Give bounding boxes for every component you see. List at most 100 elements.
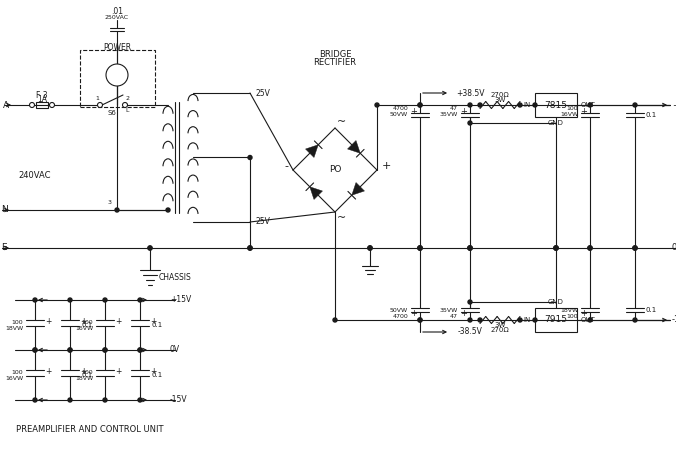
Text: 18VW: 18VW [5, 326, 23, 331]
Text: E: E [1, 243, 7, 253]
Text: 18VW: 18VW [75, 377, 93, 382]
Circle shape [68, 348, 72, 352]
Circle shape [138, 348, 142, 352]
Text: +: + [150, 366, 156, 376]
Circle shape [248, 246, 252, 250]
Circle shape [418, 103, 422, 107]
Circle shape [633, 103, 637, 107]
Text: +: + [460, 309, 467, 319]
Circle shape [103, 348, 107, 352]
Circle shape [106, 64, 128, 86]
Text: GND: GND [548, 299, 564, 305]
Text: BRIDGE: BRIDGE [319, 51, 352, 59]
Circle shape [418, 318, 422, 322]
Text: 2: 2 [125, 95, 129, 100]
Text: +: + [115, 366, 122, 376]
Circle shape [518, 103, 522, 107]
Text: 50VW: 50VW [390, 112, 408, 118]
Polygon shape [352, 183, 364, 195]
Text: 7915: 7915 [544, 315, 567, 325]
Text: 270Ω: 270Ω [491, 92, 510, 98]
Circle shape [418, 103, 422, 107]
Circle shape [518, 318, 522, 322]
Text: 18VW: 18VW [560, 307, 578, 313]
Polygon shape [347, 141, 360, 153]
Text: +: + [80, 366, 87, 376]
Circle shape [33, 348, 37, 352]
Text: +: + [150, 317, 156, 325]
Bar [36, 102, 48, 108]
Text: +: + [580, 309, 587, 319]
Circle shape [30, 102, 34, 107]
Text: 100: 100 [81, 319, 93, 325]
Text: GND: GND [548, 120, 564, 126]
Text: 0V: 0V [170, 345, 180, 355]
Circle shape [633, 318, 637, 322]
Text: +: + [410, 106, 417, 116]
Text: 16VW: 16VW [75, 326, 93, 331]
Text: 270Ω: 270Ω [491, 327, 510, 333]
Circle shape [103, 298, 107, 302]
Text: 3W: 3W [494, 322, 506, 328]
Circle shape [248, 155, 252, 160]
Circle shape [68, 398, 72, 402]
Text: -38.5V: -38.5V [458, 327, 483, 337]
Circle shape [138, 398, 142, 402]
Circle shape [368, 246, 372, 250]
Text: IN: IN [524, 102, 531, 108]
Text: 250VAC: 250VAC [105, 16, 129, 20]
Circle shape [248, 246, 252, 250]
Text: +: + [115, 317, 122, 325]
Circle shape [122, 102, 128, 107]
Circle shape [633, 246, 637, 250]
Text: 0.1: 0.1 [152, 322, 163, 328]
Text: 7815: 7815 [544, 100, 567, 110]
Text: 0V: 0V [672, 243, 676, 253]
Text: 100: 100 [11, 319, 23, 325]
Circle shape [138, 348, 142, 352]
Circle shape [418, 246, 422, 250]
Text: +15V: +15V [170, 296, 191, 305]
Circle shape [633, 246, 637, 250]
Circle shape [468, 318, 472, 322]
Circle shape [68, 298, 72, 302]
Text: 47: 47 [450, 106, 458, 112]
Circle shape [588, 246, 592, 250]
Circle shape [554, 246, 558, 250]
Text: 100: 100 [566, 313, 578, 319]
Text: 240VAC: 240VAC [18, 171, 51, 179]
Text: 35VW: 35VW [440, 112, 458, 118]
Circle shape [68, 348, 72, 352]
Text: PO: PO [329, 165, 341, 175]
Text: RECTIFIER: RECTIFIER [314, 59, 356, 67]
Text: S6: S6 [107, 110, 116, 116]
Text: 100: 100 [11, 370, 23, 374]
Circle shape [468, 246, 472, 250]
Circle shape [333, 318, 337, 322]
Text: 3W: 3W [494, 97, 506, 103]
Text: 16VW: 16VW [560, 112, 578, 118]
Text: +15V: +15V [672, 100, 676, 110]
Text: 4700: 4700 [392, 106, 408, 112]
Circle shape [468, 121, 472, 125]
Text: .01: .01 [111, 7, 123, 17]
Circle shape [554, 246, 558, 250]
Text: +: + [580, 106, 587, 116]
Bar [535, 308, 577, 332]
Circle shape [375, 103, 379, 107]
Text: 25V: 25V [256, 218, 271, 226]
Text: OUT: OUT [581, 317, 596, 323]
Text: 0.1: 0.1 [645, 307, 656, 313]
Circle shape [554, 246, 558, 250]
Circle shape [103, 348, 107, 352]
Circle shape [468, 103, 472, 107]
Text: 0.1: 0.1 [82, 372, 93, 378]
Circle shape [138, 298, 142, 302]
Bar [535, 93, 577, 117]
Circle shape [33, 398, 37, 402]
Circle shape [588, 246, 592, 250]
Circle shape [633, 246, 637, 250]
Circle shape [33, 298, 37, 302]
Circle shape [418, 318, 422, 322]
Circle shape [533, 318, 537, 322]
